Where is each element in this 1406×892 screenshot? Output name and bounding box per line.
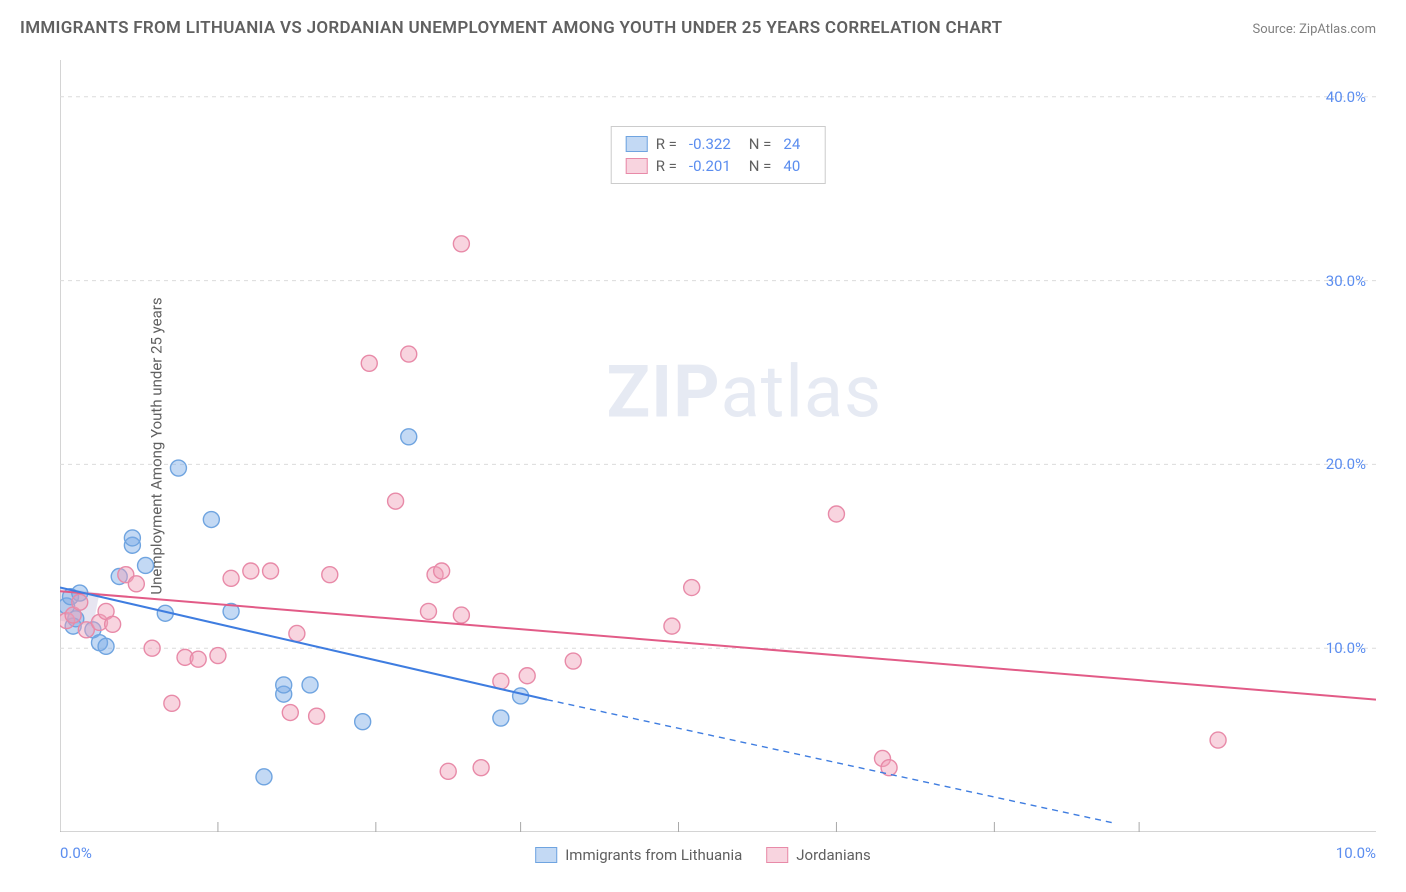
correlation-legend: R = -0.322 N = 24 R = -0.201 N = 40 <box>611 126 826 184</box>
swatch-lithuania <box>535 847 557 863</box>
legend-row-jordanians: R = -0.201 N = 40 <box>626 155 811 177</box>
data-point-jordanians <box>190 651 206 667</box>
n-value-lithuania: 24 <box>783 135 800 153</box>
x-axis-tick-min: 0.0% <box>60 844 92 862</box>
data-point-jordanians <box>144 640 160 656</box>
data-point-jordanians <box>664 618 680 634</box>
data-point-lithuania <box>203 512 219 528</box>
data-point-lithuania <box>513 688 529 704</box>
data-point-jordanians <box>128 576 144 592</box>
series-label-lithuania: Immigrants from Lithuania <box>565 846 742 864</box>
data-point-jordanians <box>420 603 436 619</box>
data-point-jordanians <box>282 705 298 721</box>
data-point-jordanians <box>565 653 581 669</box>
swatch-lithuania <box>626 136 648 152</box>
r-label: R = <box>656 157 677 175</box>
series-label-jordanians: Jordanians <box>796 846 871 864</box>
source-attribution: Source: ZipAtlas.com <box>1252 22 1376 37</box>
data-point-lithuania <box>276 677 292 693</box>
data-point-jordanians <box>243 563 259 579</box>
r-label: R = <box>656 135 677 153</box>
series-legend: Immigrants from Lithuania Jordanians <box>535 846 871 864</box>
y-axis-tick: 30.0% <box>1326 272 1366 290</box>
y-axis-tick: 10.0% <box>1326 639 1366 657</box>
data-point-jordanians <box>473 760 489 776</box>
data-point-jordanians <box>309 708 325 724</box>
data-point-lithuania <box>98 638 114 654</box>
data-point-jordanians <box>263 563 279 579</box>
data-point-jordanians <box>289 625 305 641</box>
y-axis-tick: 40.0% <box>1326 88 1366 106</box>
data-point-jordanians <box>828 506 844 522</box>
data-point-jordanians <box>519 668 535 684</box>
swatch-jordanians <box>626 158 648 174</box>
data-point-lithuania <box>302 677 318 693</box>
n-value-jordanians: 40 <box>783 157 800 175</box>
legend-item-jordanians: Jordanians <box>766 846 871 864</box>
data-point-jordanians <box>440 763 456 779</box>
data-point-jordanians <box>223 570 239 586</box>
data-point-jordanians <box>322 567 338 583</box>
data-point-jordanians <box>361 355 377 371</box>
r-value-lithuania: -0.322 <box>689 135 731 153</box>
data-point-lithuania <box>256 769 272 785</box>
r-value-jordanians: -0.201 <box>689 157 731 175</box>
data-point-lithuania <box>493 710 509 726</box>
data-point-lithuania <box>170 460 186 476</box>
trend-line-jordanians <box>60 591 1376 699</box>
data-point-jordanians <box>164 695 180 711</box>
data-point-jordanians <box>105 616 121 632</box>
data-point-jordanians <box>1210 732 1226 748</box>
data-point-jordanians <box>72 594 88 610</box>
y-axis-tick: 20.0% <box>1326 455 1366 473</box>
data-point-jordanians <box>210 648 226 664</box>
data-point-jordanians <box>453 607 469 623</box>
x-axis-tick-max: 10.0% <box>1336 844 1376 862</box>
data-point-jordanians <box>453 236 469 252</box>
data-point-jordanians <box>434 563 450 579</box>
trend-line-lithuania-ext <box>547 700 1113 823</box>
legend-row-lithuania: R = -0.322 N = 24 <box>626 133 811 155</box>
data-point-jordanians <box>388 493 404 509</box>
data-point-lithuania <box>124 530 140 546</box>
plot-area: ZIPatlas R = -0.322 N = 24 R = -0.201 N … <box>60 60 1376 832</box>
chart-title: IMMIGRANTS FROM LITHUANIA VS JORDANIAN U… <box>20 18 1002 38</box>
data-point-jordanians <box>684 580 700 596</box>
data-point-jordanians <box>401 346 417 362</box>
legend-item-lithuania: Immigrants from Lithuania <box>535 846 742 864</box>
data-point-lithuania <box>355 714 371 730</box>
n-label: N = <box>749 135 772 153</box>
n-label: N = <box>749 157 772 175</box>
data-point-lithuania <box>401 429 417 445</box>
swatch-jordanians <box>766 847 788 863</box>
data-point-lithuania <box>138 557 154 573</box>
